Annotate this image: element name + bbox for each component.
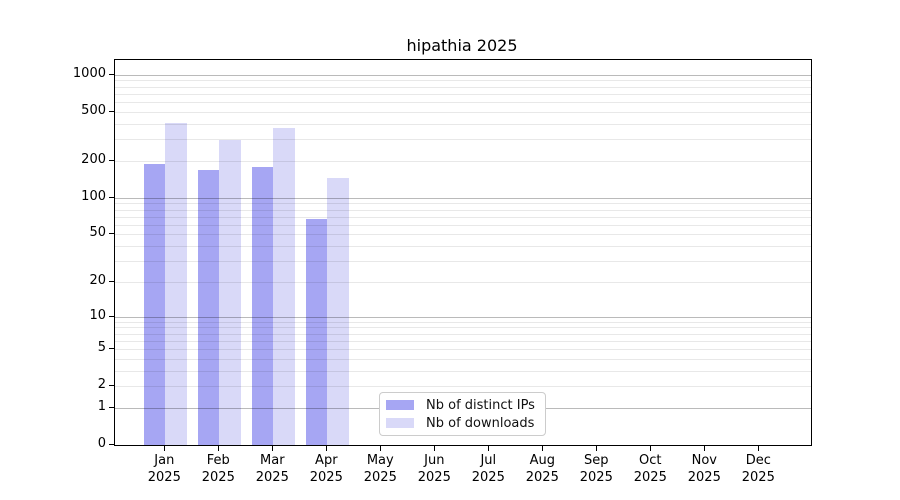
y-tick-label: 500 bbox=[81, 102, 106, 118]
x-tick-mark bbox=[704, 446, 706, 451]
x-tick-mark bbox=[218, 446, 220, 451]
bar-nb-of-distinct-ips bbox=[197, 169, 220, 445]
x-tick-mark bbox=[326, 446, 328, 451]
y-tick-label: 1000 bbox=[72, 65, 106, 81]
bar-nb-of-downloads bbox=[219, 140, 241, 445]
x-tick-mark bbox=[488, 446, 490, 451]
bar-nb-of-distinct-ips bbox=[251, 167, 274, 445]
bar-nb-of-downloads bbox=[273, 128, 295, 445]
y-tick-label: 5 bbox=[97, 340, 106, 355]
legend-label-distinct-ips: Nb of distinct IPs bbox=[426, 397, 535, 413]
x-tick-mark bbox=[542, 446, 544, 451]
legend-item-distinct-ips: Nb of distinct IPs bbox=[386, 397, 537, 413]
plot-area: Nb of distinct IPs Nb of downloads bbox=[114, 59, 812, 446]
y-tick-mark bbox=[109, 348, 114, 349]
x-tick-label: Oct 2025 bbox=[633, 453, 667, 485]
x-tick-mark bbox=[380, 446, 382, 451]
x-tick-mark bbox=[596, 446, 598, 451]
bar-nb-of-distinct-ips bbox=[143, 164, 166, 445]
y-tick-label: 0 bbox=[97, 436, 106, 451]
y-tick-mark bbox=[109, 233, 114, 235]
legend: Nb of distinct IPs Nb of downloads bbox=[379, 392, 546, 436]
x-tick-label: May 2025 bbox=[363, 453, 397, 485]
legend-swatch-downloads bbox=[386, 418, 414, 428]
bar-nb-of-distinct-ips bbox=[305, 218, 328, 445]
y-tick-mark bbox=[109, 385, 114, 387]
x-tick-label: Sep 2025 bbox=[579, 453, 613, 485]
x-tick-mark bbox=[272, 446, 274, 451]
bars-layer bbox=[115, 60, 811, 445]
y-tick-mark bbox=[109, 406, 114, 408]
bar-nb-of-downloads bbox=[327, 178, 349, 445]
chart-title: hipathia 2025 bbox=[406, 36, 518, 55]
x-tick-label: Mar 2025 bbox=[255, 453, 289, 485]
x-tick-label: Apr 2025 bbox=[309, 453, 343, 485]
y-tick-label: 50 bbox=[89, 225, 106, 241]
legend-swatch-distinct-ips bbox=[386, 400, 414, 410]
legend-label-downloads: Nb of downloads bbox=[426, 415, 535, 431]
y-tick-mark bbox=[109, 315, 114, 317]
y-tick-mark bbox=[109, 280, 114, 282]
x-tick-label: Dec 2025 bbox=[741, 453, 775, 485]
x-tick-label: Jul 2025 bbox=[471, 453, 505, 485]
y-tick-mark bbox=[109, 444, 114, 445]
y-tick-label: 100 bbox=[81, 188, 106, 204]
y-tick-mark bbox=[109, 110, 114, 112]
y-tick-mark bbox=[109, 159, 114, 161]
y-tick-label: 10 bbox=[89, 307, 106, 323]
y-tick-label: 20 bbox=[89, 272, 106, 288]
x-tick-label: Aug 2025 bbox=[525, 453, 559, 485]
x-tick-label: Jan 2025 bbox=[147, 453, 181, 485]
y-tick-mark bbox=[109, 196, 114, 198]
bar-nb-of-downloads bbox=[165, 122, 187, 445]
y-tick-label: 1 bbox=[97, 398, 106, 414]
y-tick-label: 200 bbox=[81, 151, 106, 167]
x-tick-mark bbox=[650, 446, 652, 451]
x-tick-mark bbox=[758, 446, 760, 451]
x-tick-label: Feb 2025 bbox=[201, 453, 235, 485]
x-tick-mark bbox=[434, 446, 436, 451]
x-tick-label: Nov 2025 bbox=[687, 453, 721, 485]
y-tick-label: 2 bbox=[97, 377, 106, 393]
legend-item-downloads: Nb of downloads bbox=[386, 415, 537, 431]
y-tick-mark bbox=[109, 73, 114, 75]
x-tick-label: Jun 2025 bbox=[417, 453, 451, 485]
x-tick-mark bbox=[164, 446, 166, 451]
